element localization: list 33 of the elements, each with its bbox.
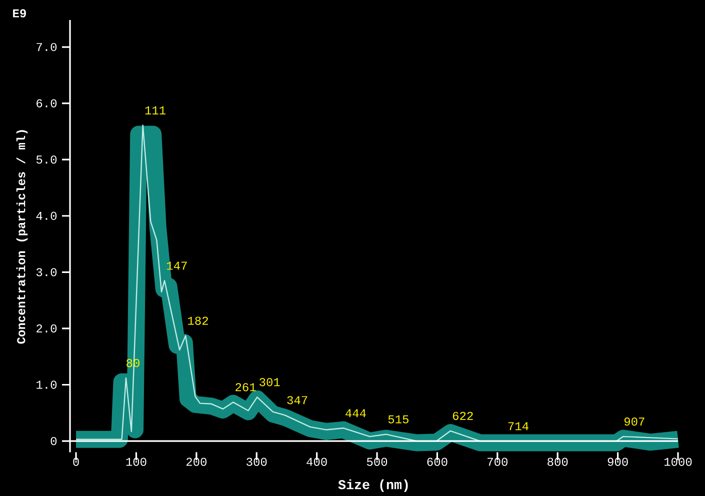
x-tick-label: 500 — [366, 458, 388, 466]
y-tick-label: 4.0 — [36, 212, 57, 220]
y-axis-title: Concentration (particles / ml) — [16, 130, 28, 344]
x-tick-label: 0 — [73, 458, 79, 466]
annotation: 261 — [236, 383, 256, 392]
x-tick-label: 600 — [427, 458, 448, 466]
x-tick-label: 900 — [608, 458, 628, 466]
y-tick-label: 0 — [50, 436, 57, 446]
y-tick-label: 7.0 — [36, 42, 57, 52]
annotation: 182 — [188, 316, 208, 325]
x-tick-label: 1000 — [664, 458, 692, 466]
x-tick-label: 800 — [548, 458, 568, 466]
annotation: 111 — [145, 106, 166, 114]
x-tick-label: 200 — [186, 458, 206, 466]
y-tick-label: 3.0 — [36, 268, 57, 276]
annotation: 301 — [260, 378, 280, 386]
annotation: 714 — [508, 422, 528, 430]
x-tick-label: 700 — [488, 458, 508, 466]
annotation: 515 — [388, 415, 408, 424]
annotation: 347 — [287, 396, 308, 404]
annotation: 907 — [624, 417, 644, 426]
y-tick-label: 1.0 — [36, 380, 57, 389]
x-tick-label: 300 — [246, 458, 267, 466]
annotation: 622 — [452, 412, 473, 420]
annotation: 444 — [346, 409, 366, 418]
x-axis-title: Size (nm) — [338, 479, 408, 492]
y-tick-label: 2.0 — [36, 324, 57, 333]
x-tick-label: 100 — [126, 458, 146, 466]
text: E9 — [13, 9, 26, 18]
annotation: 147 — [166, 262, 187, 270]
y-tick-label: 6.0 — [36, 99, 57, 108]
y-tick-label: 5.0 — [36, 156, 57, 164]
x-tick-label: 400 — [306, 458, 327, 466]
